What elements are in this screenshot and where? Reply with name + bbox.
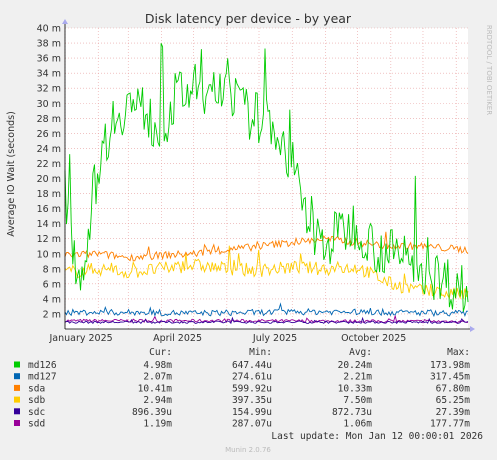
legend-name-value: sdc [28, 407, 45, 418]
y-tick-label: 32 m [37, 84, 61, 95]
y-axis-arrow-icon [62, 19, 68, 24]
y-tick-label: 12 m [37, 234, 61, 245]
legend-cur-value: 2.07m [143, 372, 172, 383]
legend-avg-value: 2.21m [343, 372, 372, 383]
x-tick-label: October 2025 [341, 333, 406, 344]
side-watermark: RRDTOOL / TOBI OETIKER [485, 25, 493, 115]
y-tick-label: 18 m [37, 189, 61, 200]
y-tick-label: 2 m [43, 309, 61, 320]
y-tick-label: 28 m [37, 114, 61, 125]
legend-swatch-sdb [14, 396, 20, 403]
munin-footer: Munin 2.0.76 [225, 446, 271, 454]
legend-cur-value: 2.94m [143, 395, 172, 406]
series-line-sda [64, 231, 469, 262]
legend-avg-value: 20.24m [338, 360, 373, 371]
legend-name-value: md126 [28, 360, 57, 371]
legend-header-max: Max: [447, 347, 470, 358]
y-tick-labels: 2 m 4 m 6 m 8 m 10 m 12 m 14 m 16 m 18 m 20 m 22 m… [37, 24, 61, 321]
y-axis-label: Average IO Wait (seconds) [6, 111, 17, 237]
x-axis-arrow-icon [470, 326, 475, 332]
legend-min-value: 274.61u [232, 372, 272, 383]
y-tick-label: 4 m [43, 294, 61, 305]
x-tick-labels: January 2025 April 2025 July 2025 October 2… [48, 333, 406, 344]
legend-name-value: md127 [28, 372, 57, 383]
y-tick-label: 16 m [37, 204, 61, 215]
series-line-sdc [64, 316, 469, 325]
y-tick-label: 14 m [37, 219, 61, 230]
legend-min-value: 397.35u [232, 395, 272, 406]
legend-cur-value: 4.98m [143, 360, 172, 371]
series-lines [64, 43, 469, 325]
grid [64, 27, 468, 329]
legend-avg-value: 872.73u [332, 407, 372, 418]
legend-cur-value: 10.41m [138, 383, 173, 394]
y-tick-label: 20 m [37, 174, 61, 185]
legend-min-value: 647.44u [232, 360, 272, 371]
legend-swatch-sda [14, 384, 20, 391]
y-tick-label: 38 m [37, 39, 61, 50]
legend-avg-value: 1.06m [343, 419, 372, 430]
legend-name-value: sda [28, 383, 45, 394]
y-tick-label: 6 m [43, 279, 61, 290]
legend-header-cur: Cur: [149, 347, 172, 358]
legend-swatch-sdd [14, 420, 20, 426]
y-tick-label: 22 m [37, 159, 61, 170]
y-tick-label: 40 m [37, 24, 61, 35]
series-line-md127 [64, 302, 468, 318]
y-tick-label: 30 m [37, 99, 61, 110]
legend-avg-value: 7.50m [343, 395, 372, 406]
legend: Cur: Min: Avg: Max: md126 4.98m 647.44u 20.… [14, 347, 470, 430]
legend-max-value: 67.80m [436, 383, 471, 394]
legend-swatch-md127 [14, 373, 20, 380]
y-tick-label: 8 m [43, 264, 61, 275]
series-line-sdb [64, 245, 469, 300]
legend-name-value: sdb [28, 395, 45, 406]
legend-swatch-sdc [14, 408, 20, 415]
legend-max-value: 177.77m [430, 419, 470, 430]
y-tick-label: 24 m [37, 144, 61, 155]
y-tick-label: 36 m [37, 54, 61, 65]
legend-max-value: 65.25m [436, 395, 471, 406]
x-tick-label: July 2025 [252, 333, 297, 344]
legend-header-avg: Avg: [349, 347, 372, 358]
last-update: Last update: Mon Jan 12 00:00:01 2026 [271, 431, 483, 442]
legend-max-value: 27.39m [436, 407, 471, 418]
series-line-md126 [64, 43, 469, 312]
legend-max-value: 173.98m [430, 360, 470, 371]
legend-min-value: 287.07u [232, 419, 272, 430]
axes [62, 19, 475, 332]
chart-title: Disk latency per device - by year [145, 11, 352, 26]
y-tick-label: 26 m [37, 129, 61, 140]
legend-swatch-md126 [14, 361, 20, 368]
legend-cur-value: 1.19m [143, 419, 172, 430]
x-tick-label: April 2025 [153, 333, 202, 344]
legend-cur-value: 896.39u [132, 407, 172, 418]
legend-header-min: Min: [249, 347, 272, 358]
legend-min-value: 599.92u [232, 383, 272, 394]
x-tick-label: January 2025 [48, 333, 112, 344]
legend-name-value: sdd [28, 419, 45, 430]
legend-avg-value: 10.33m [338, 383, 373, 394]
y-tick-label: 34 m [37, 69, 61, 80]
legend-max-value: 317.45m [430, 372, 470, 383]
legend-min-value: 154.99u [232, 407, 272, 418]
y-tick-label: 10 m [37, 249, 61, 260]
